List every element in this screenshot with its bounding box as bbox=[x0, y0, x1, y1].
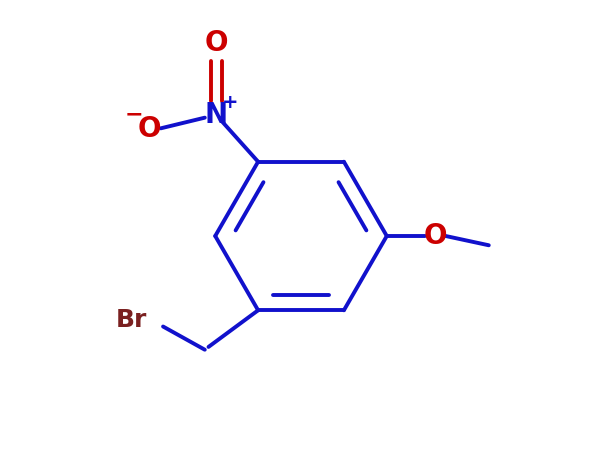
Text: O: O bbox=[205, 28, 228, 57]
Text: +: + bbox=[222, 93, 238, 112]
Text: N: N bbox=[205, 101, 228, 129]
Text: Br: Br bbox=[116, 308, 147, 331]
Text: O: O bbox=[137, 115, 161, 143]
Text: O: O bbox=[424, 222, 447, 250]
Text: −: − bbox=[125, 104, 144, 125]
